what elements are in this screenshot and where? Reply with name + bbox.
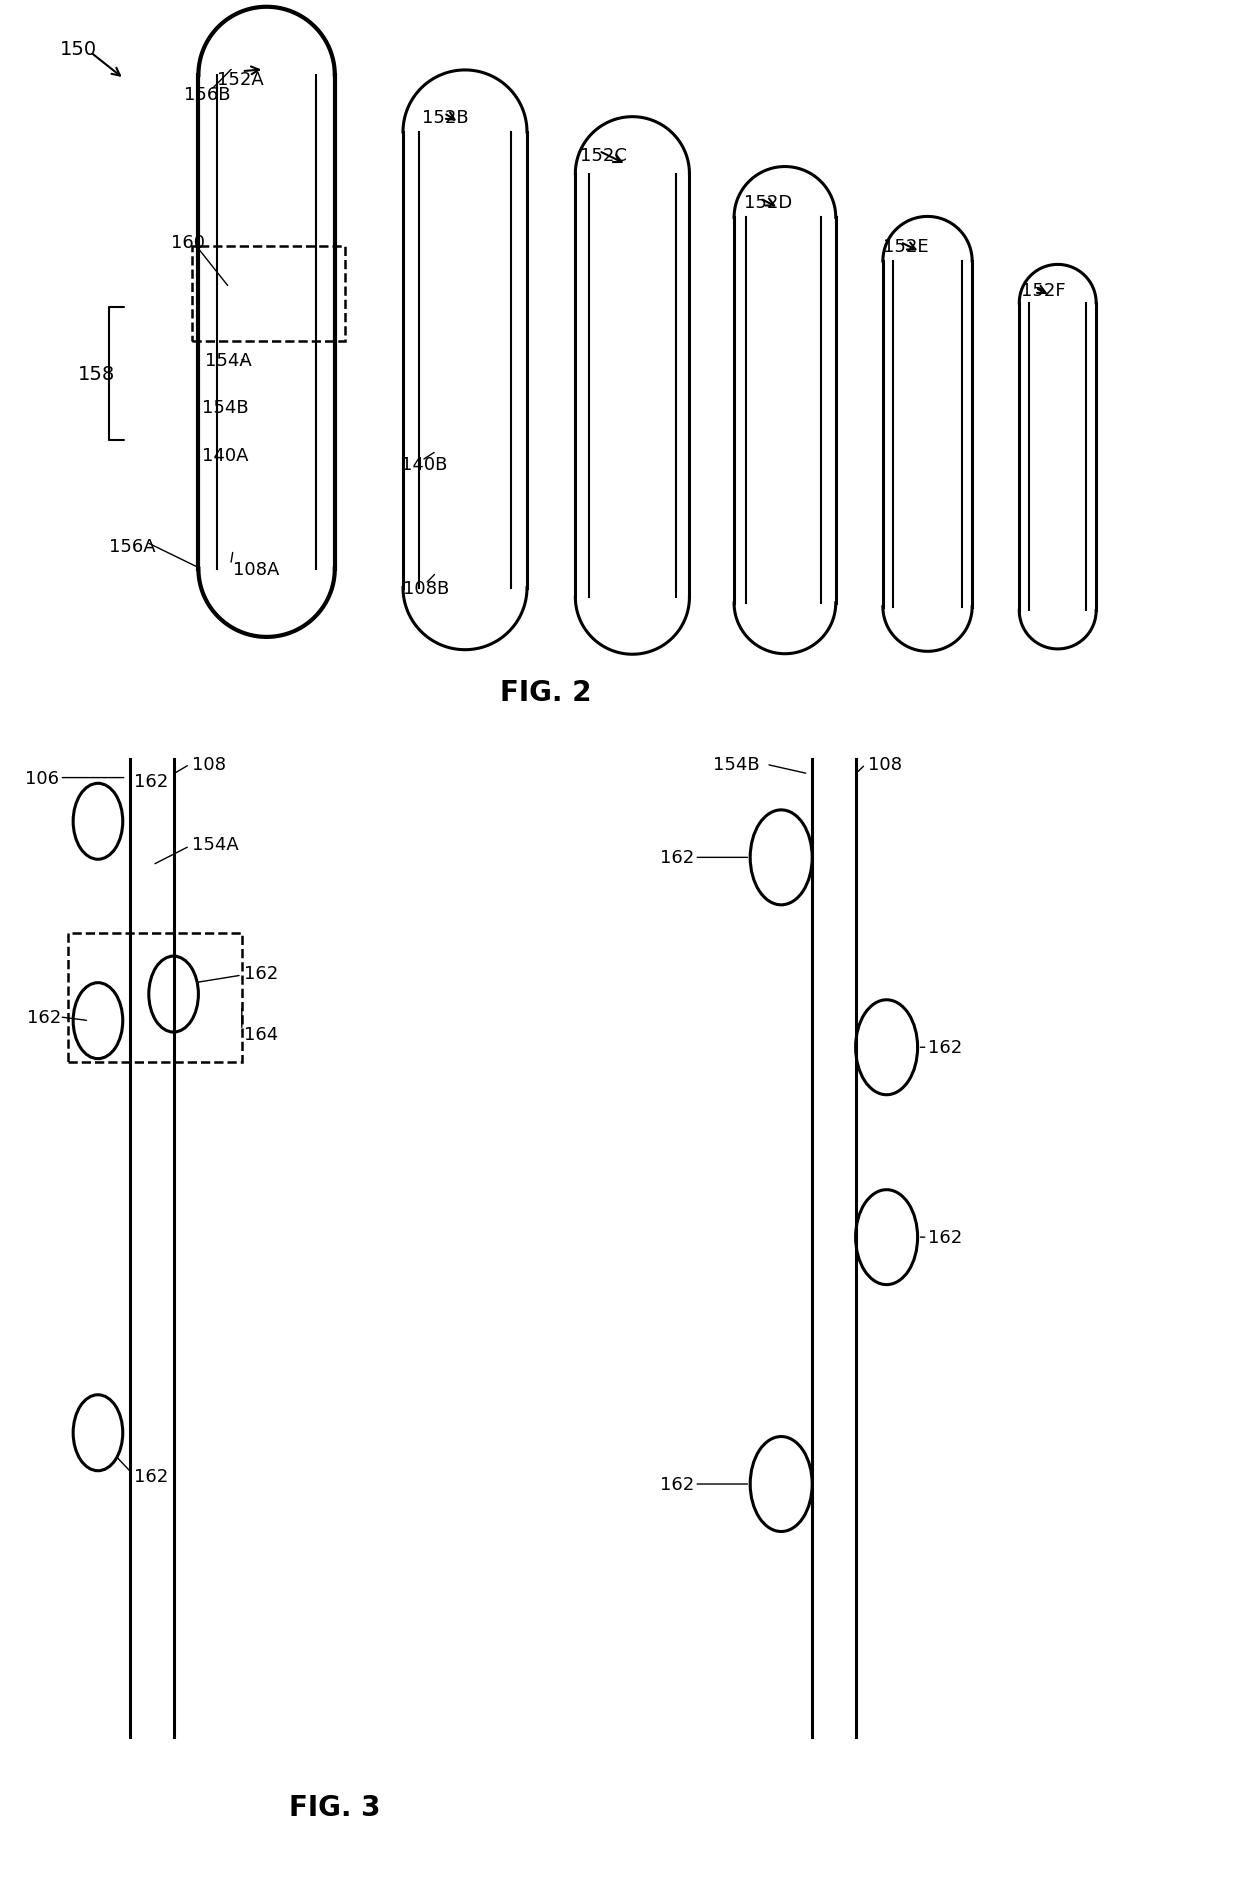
Text: 152E: 152E bbox=[883, 237, 929, 256]
Text: 152D: 152D bbox=[744, 194, 792, 213]
Text: 152A: 152A bbox=[217, 70, 264, 89]
Text: 162: 162 bbox=[928, 1038, 962, 1057]
Bar bbox=[68, 934, 242, 1063]
Text: 106: 106 bbox=[25, 769, 58, 788]
Text: 108A: 108A bbox=[233, 560, 279, 579]
Text: 154B: 154B bbox=[202, 399, 249, 418]
Text: 108B: 108B bbox=[403, 579, 449, 598]
Text: 108: 108 bbox=[192, 755, 226, 774]
Text: 162: 162 bbox=[244, 964, 279, 983]
Text: 154B: 154B bbox=[713, 755, 760, 774]
Text: 164: 164 bbox=[244, 1025, 279, 1044]
Text: 162: 162 bbox=[660, 848, 694, 867]
Text: FIG. 3: FIG. 3 bbox=[289, 1794, 381, 1820]
Text: 154A: 154A bbox=[192, 835, 239, 854]
Text: 162: 162 bbox=[134, 772, 169, 791]
Text: FIG. 2: FIG. 2 bbox=[500, 679, 591, 706]
Bar bbox=[192, 247, 345, 342]
Text: 108: 108 bbox=[868, 755, 901, 774]
Text: 150: 150 bbox=[60, 40, 97, 59]
Text: 162: 162 bbox=[928, 1228, 962, 1247]
Text: 156B: 156B bbox=[184, 85, 231, 104]
Text: 156A: 156A bbox=[109, 537, 156, 556]
Text: 152C: 152C bbox=[580, 146, 627, 165]
Text: 162: 162 bbox=[660, 1475, 694, 1494]
Text: 152B: 152B bbox=[422, 108, 469, 127]
Text: 140A: 140A bbox=[202, 446, 248, 465]
Text: 140B: 140B bbox=[401, 456, 446, 474]
Text: 152F: 152F bbox=[1021, 281, 1065, 300]
Text: 158: 158 bbox=[78, 364, 115, 383]
Text: 162: 162 bbox=[134, 1467, 169, 1486]
Text: 154A: 154A bbox=[205, 351, 252, 370]
Text: 162: 162 bbox=[27, 1008, 62, 1027]
Text: 160: 160 bbox=[171, 233, 205, 252]
